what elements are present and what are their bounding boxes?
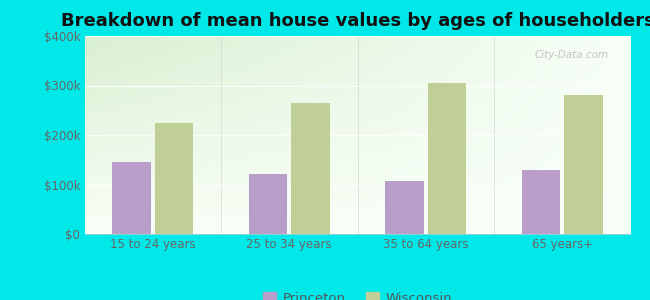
Bar — [155, 123, 193, 234]
Bar — [249, 174, 287, 234]
Text: City-Data.com: City-Data.com — [534, 50, 608, 60]
Bar — [564, 95, 603, 234]
Bar — [385, 181, 424, 234]
Bar — [428, 83, 466, 234]
Bar — [522, 170, 560, 234]
Bar — [291, 103, 330, 234]
Legend: Princeton, Wisconsin: Princeton, Wisconsin — [257, 287, 458, 300]
Bar — [112, 162, 151, 234]
Title: Breakdown of mean house values by ages of householders: Breakdown of mean house values by ages o… — [60, 12, 650, 30]
